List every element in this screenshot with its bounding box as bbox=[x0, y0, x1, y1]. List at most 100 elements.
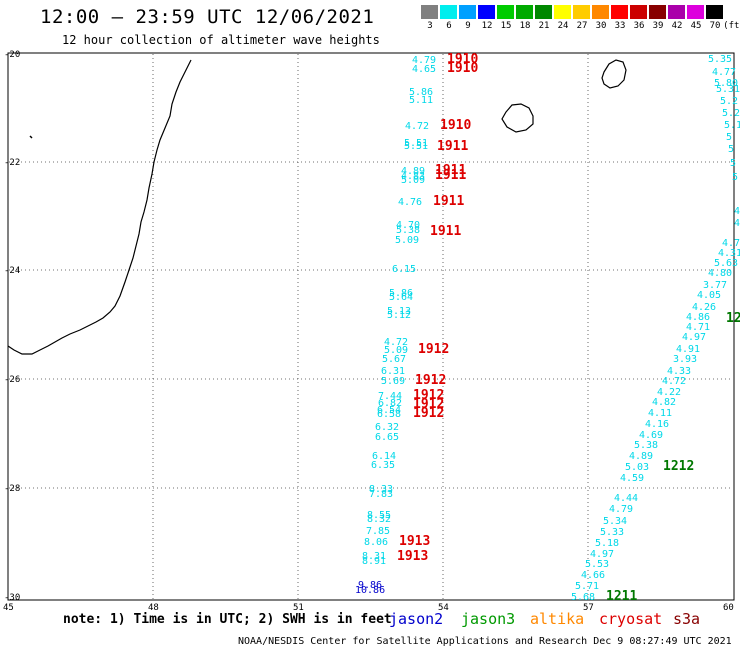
legend-label: 12 bbox=[481, 21, 493, 31]
wave-height-label: 5 bbox=[730, 158, 736, 169]
legend-swatch bbox=[554, 5, 571, 19]
lat-label: -22 bbox=[4, 158, 21, 168]
wave-height-label: 4.65 bbox=[412, 64, 436, 75]
wave-height-label: 8.32 bbox=[367, 514, 391, 525]
wave-height-label: 8.31 bbox=[362, 551, 386, 562]
lat-label: -30 bbox=[4, 593, 21, 603]
mission-s3a: s3a bbox=[673, 610, 701, 628]
legend-label: 24 bbox=[557, 21, 569, 31]
wave-height-label: 7.85 bbox=[366, 526, 390, 537]
wave-height-label: 4.72 bbox=[405, 121, 429, 132]
footer-credit: NOAA/NESDIS Center for Satellite Applica… bbox=[238, 636, 732, 647]
wave-height-label: 5.09 bbox=[401, 175, 425, 186]
wave-height-label: 5.51 bbox=[404, 138, 428, 149]
wave-height-label: 4.79 bbox=[412, 55, 436, 66]
mission-jason2: jason2 bbox=[389, 610, 444, 628]
legend-swatch bbox=[611, 5, 628, 19]
wave-height-label: 4.70 bbox=[396, 220, 420, 231]
wave-height-label: 4 bbox=[734, 206, 740, 217]
wave-height-label: 4.97 bbox=[682, 332, 706, 343]
wave-height-label: 6.35 bbox=[371, 460, 395, 471]
wave-height-label: 7.44 bbox=[378, 391, 402, 402]
legend-label: 9 bbox=[465, 21, 471, 31]
legend-swatch bbox=[440, 5, 457, 19]
wave-height-label: 5.86 bbox=[409, 87, 433, 98]
legend-label: 36 bbox=[633, 21, 645, 31]
legend-swatch bbox=[573, 5, 590, 19]
wave-height-label: 4.86 bbox=[686, 312, 710, 323]
pass-time-label: 1912 bbox=[413, 406, 444, 421]
wave-height-label: 4.59 bbox=[620, 473, 644, 484]
lon-label: 54 bbox=[438, 603, 449, 613]
wave-height-label: 5.51 bbox=[404, 141, 428, 152]
wave-height-label: 4.83 bbox=[401, 171, 425, 182]
wave-height-label: 4.82 bbox=[652, 397, 676, 408]
pass-time-label: 12 bbox=[726, 311, 740, 326]
wave-height-label: 5.86 bbox=[389, 288, 413, 299]
wave-height-label: 6.54 bbox=[377, 405, 401, 416]
legend-swatch bbox=[516, 5, 533, 19]
lon-label: 48 bbox=[148, 603, 159, 613]
islet bbox=[29, 135, 33, 139]
wave-height-label: 4 bbox=[734, 218, 740, 229]
legend-swatch bbox=[459, 5, 476, 19]
wave-height-label: 6.58 bbox=[377, 409, 401, 420]
wave-height-label: 6.65 bbox=[375, 432, 399, 443]
wave-height-label: 8.33 bbox=[369, 484, 393, 495]
pass-time-label: 1911 bbox=[433, 194, 464, 209]
legend-swatch bbox=[630, 5, 647, 19]
wave-height-label: 5.09 bbox=[384, 345, 408, 356]
wave-height-label: 5 bbox=[726, 132, 732, 143]
pass-time-label: 1911 bbox=[435, 163, 466, 178]
pass-time-label: 1912 bbox=[413, 397, 444, 412]
legend-label: 15 bbox=[500, 21, 512, 31]
wave-height-label: 4.22 bbox=[657, 387, 681, 398]
wave-height-label: 4.7 bbox=[722, 238, 740, 249]
legend-label: 27 bbox=[576, 21, 588, 31]
wave-height-label: 4.33 bbox=[667, 366, 691, 377]
wave-height-label: 9.86 bbox=[358, 580, 382, 591]
lat-label: -26 bbox=[4, 375, 21, 385]
wave-height-label: 5.03 bbox=[625, 462, 649, 473]
wave-height-label: 5.64 bbox=[389, 292, 413, 303]
legend-swatch bbox=[497, 5, 514, 19]
wave-height-label: 5.38 bbox=[396, 225, 420, 236]
wave-height-label: 4.16 bbox=[645, 419, 669, 430]
legend-label: 21 bbox=[538, 21, 550, 31]
pass-time-label: 1212 bbox=[663, 459, 694, 474]
wave-height-label: 5.09 bbox=[395, 235, 419, 246]
mission-jason3: jason3 bbox=[461, 610, 516, 628]
pass-time-label: 1910 bbox=[447, 61, 478, 76]
wave-height-label: 5.53 bbox=[585, 559, 609, 570]
wave-height-label: 4.89 bbox=[629, 451, 653, 462]
wave-height-label: 5.67 bbox=[382, 354, 406, 365]
wave-height-label: 4.80 bbox=[708, 268, 732, 279]
wave-height-label: 8.91 bbox=[362, 556, 386, 567]
mission-altika: altika bbox=[530, 610, 585, 628]
lat-label: -20 bbox=[4, 50, 21, 60]
legend-swatch bbox=[687, 5, 704, 19]
wave-height-label: 5.18 bbox=[595, 538, 619, 549]
lat-label: -24 bbox=[4, 266, 21, 276]
legend-unit: (ft) bbox=[723, 21, 740, 31]
legend-swatch bbox=[706, 5, 723, 19]
wave-height-label: 6.82 bbox=[378, 398, 402, 409]
wave-height-label: 4.97 bbox=[590, 549, 614, 560]
wave-height-label: 7.83 bbox=[369, 489, 393, 500]
lon-label: 51 bbox=[293, 603, 304, 613]
wave-height-label: 5.34 bbox=[603, 516, 627, 527]
legend-label: 42 bbox=[671, 21, 683, 31]
wave-height-label: 5.68 bbox=[571, 592, 595, 603]
legend-swatch bbox=[478, 5, 495, 19]
wave-height-label: 4.76 bbox=[398, 197, 422, 208]
wave-height-label: 4.77 bbox=[712, 67, 736, 78]
wave-height-label: 4.26 bbox=[692, 302, 716, 313]
wave-height-label: 4.05 bbox=[697, 290, 721, 301]
legend-swatch bbox=[421, 5, 438, 19]
legend-label: 3 bbox=[427, 21, 433, 31]
pass-time-label: 1912 bbox=[418, 342, 449, 357]
legend-swatch bbox=[668, 5, 685, 19]
wave-height-label: 5.12 bbox=[387, 310, 411, 321]
lon-label: 60 bbox=[723, 603, 734, 613]
